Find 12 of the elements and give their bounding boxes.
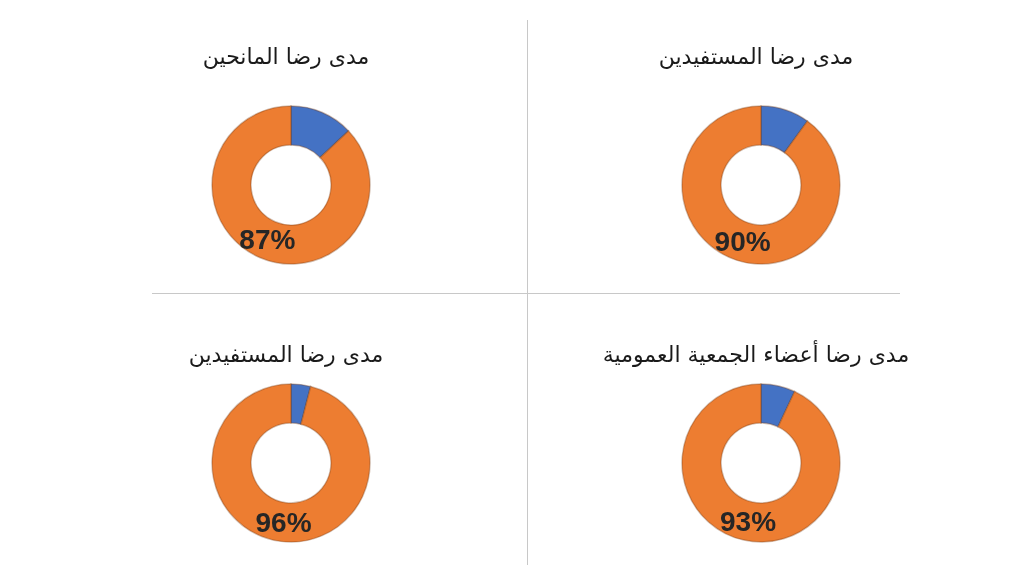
donut-slice	[681, 105, 841, 265]
data-label: 90%	[714, 226, 771, 258]
donut-slice	[211, 383, 371, 543]
donut-slice	[211, 105, 371, 265]
chart-title: مدى رضا المانحين	[201, 43, 371, 71]
chart-title: مدى رضا أعضاء الجمعية العمومية	[601, 339, 911, 369]
chart-title: مدى رضا المستفيدين	[187, 341, 385, 369]
data-label: 87%	[239, 224, 296, 256]
donut-slice	[681, 383, 841, 543]
chart-title: مدى رضا المستفيدين	[657, 43, 855, 71]
data-label: 96%	[255, 506, 312, 538]
data-label: 93%	[720, 505, 777, 537]
